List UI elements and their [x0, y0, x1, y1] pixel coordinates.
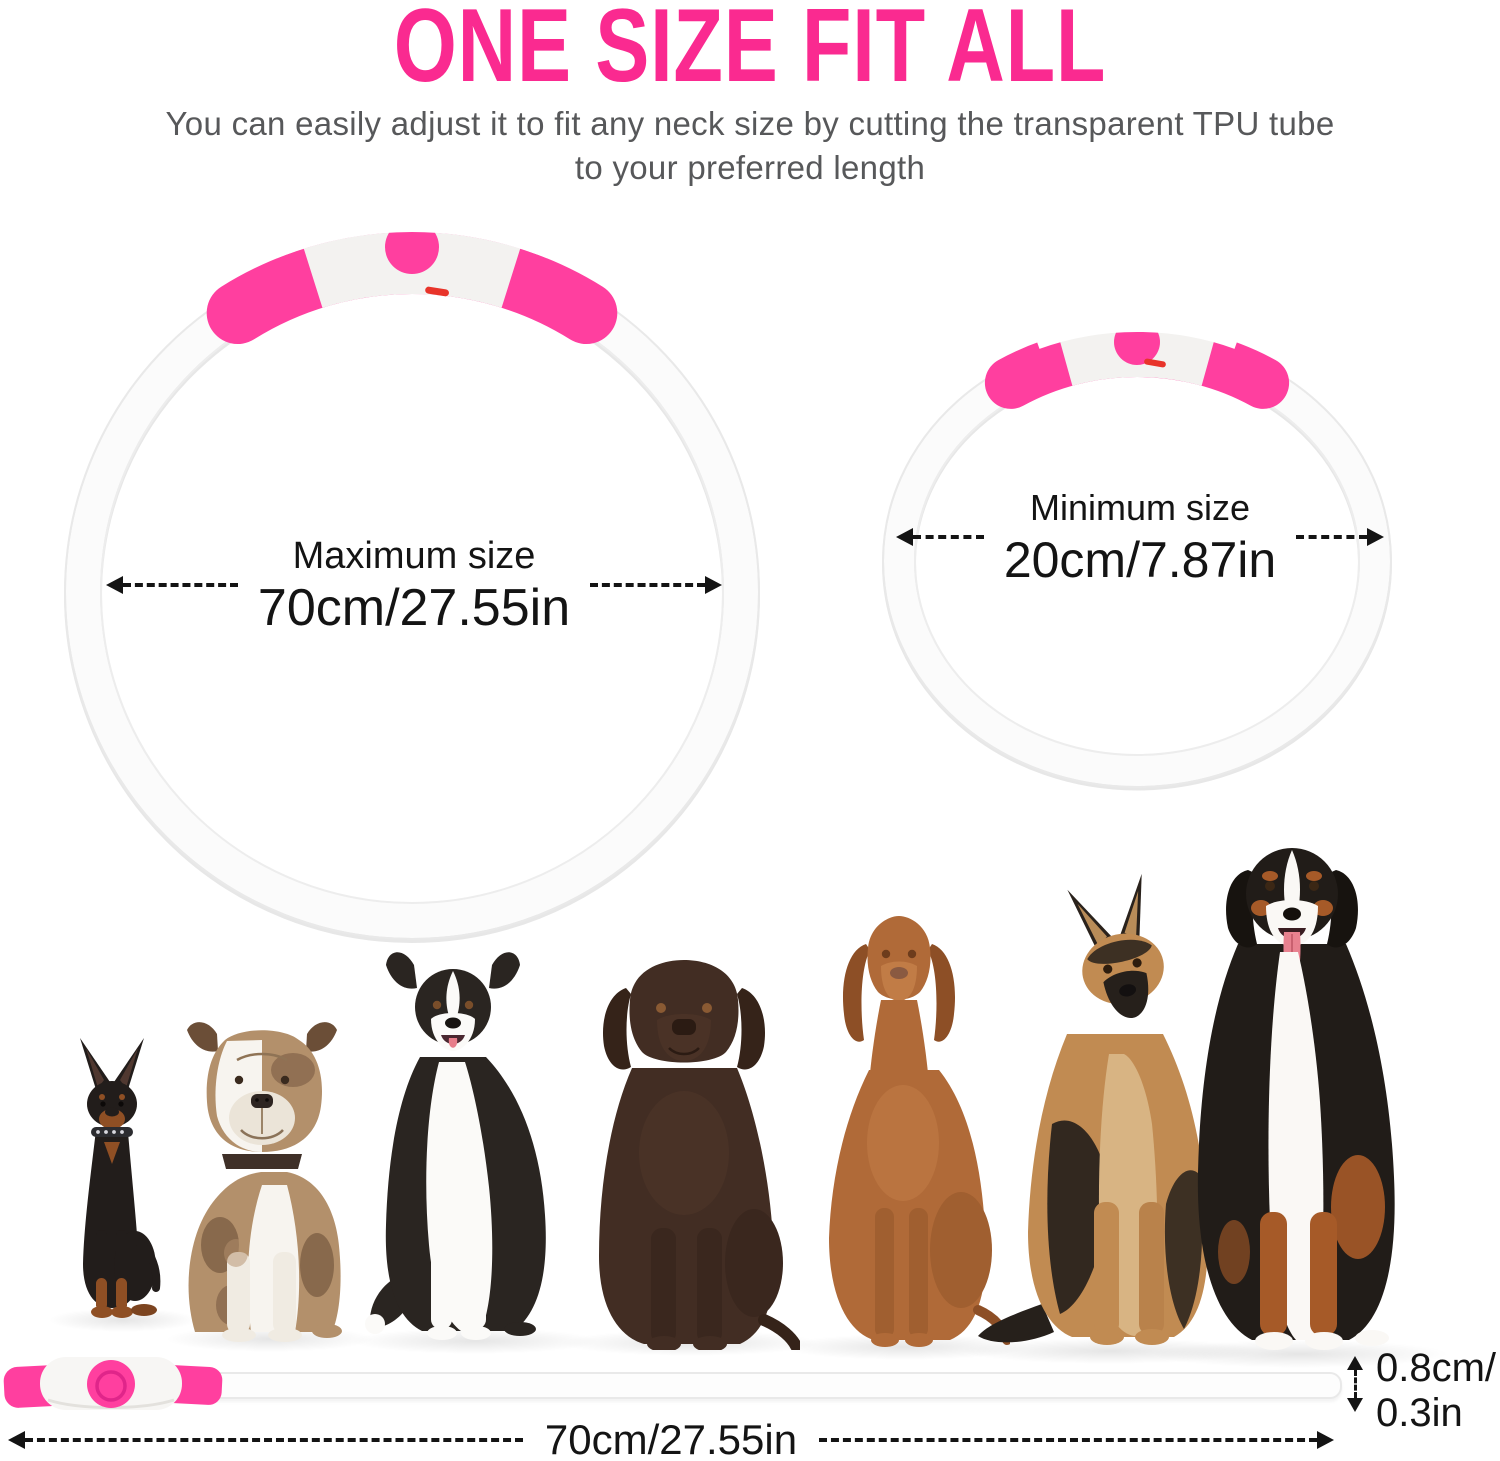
dog-chocolate-labrador-illustration: [599, 960, 800, 1350]
dog-miniature-pinscher-illustration: [80, 1038, 161, 1318]
dog-english-bulldog-illustration: [187, 1022, 342, 1342]
thickness-dimension-arrow: [1346, 1356, 1364, 1412]
dog-border-collie-illustration: [365, 952, 546, 1340]
clasp-dome: [385, 220, 439, 274]
subtitle-line-1: You can easily adjust it to fit any neck…: [165, 105, 1335, 142]
collar-ring-max-illustration: [64, 208, 760, 943]
min-size-label: Minimum size: [1029, 487, 1251, 528]
arrowhead-right-icon: [1317, 1431, 1335, 1449]
dog-shadow: [1150, 1340, 1450, 1368]
collar-ring-min-illustration: [882, 305, 1392, 791]
led-indicator: [425, 286, 449, 297]
thickness-value-line2: 0.3in: [1376, 1391, 1463, 1435]
length-value: 70cm/27.55in: [544, 1416, 798, 1461]
collar-clasp-illustration: [3, 1357, 223, 1410]
dog-bernese-mountain-dog-illustration: [1197, 848, 1395, 1350]
thickness-label: 0.8cm/ 0.3in: [1376, 1346, 1496, 1436]
arrowhead-left-icon: [106, 576, 123, 594]
led-indicator: [1144, 358, 1166, 368]
subtitle-line-2: to your preferred length: [574, 149, 926, 186]
arrowhead-left-icon: [8, 1431, 25, 1449]
min-size-dimension-arrow: Minimum size 20cm/7.87in: [896, 477, 1385, 597]
max-size-label: Maximum size: [292, 535, 536, 577]
page-title: ONE SIZE FIT ALL: [393, 0, 1107, 104]
arrowhead-right-icon: [1367, 528, 1385, 546]
min-size-value: 20cm/7.87in: [1003, 532, 1277, 588]
arrowhead-down-icon: [1347, 1398, 1363, 1412]
max-size-value: 70cm/27.55in: [257, 579, 571, 637]
arrowhead-left-icon: [896, 528, 913, 546]
dog-german-shepherd-illustration: [978, 873, 1208, 1345]
arrowhead-right-icon: [705, 576, 723, 594]
thickness-value-line1: 0.8cm/: [1376, 1346, 1497, 1390]
collar-tube-illustration: [150, 1372, 1342, 1399]
max-size-dimension-arrow: Maximum size 70cm/27.55in: [106, 525, 723, 645]
arrowhead-up-icon: [1347, 1356, 1363, 1370]
length-dimension-arrow: 70cm/27.55in: [8, 1412, 1335, 1461]
dog-vizsla-illustration: [829, 916, 1010, 1347]
